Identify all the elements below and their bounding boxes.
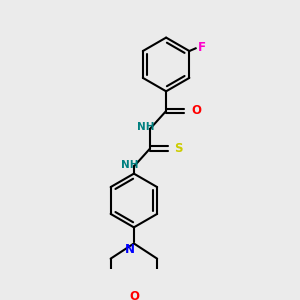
Text: S: S bbox=[174, 142, 183, 155]
Text: F: F bbox=[197, 41, 206, 54]
Text: N: N bbox=[125, 244, 135, 256]
Text: NH: NH bbox=[137, 122, 155, 132]
Text: O: O bbox=[191, 104, 201, 118]
Text: NH: NH bbox=[122, 160, 139, 170]
Text: O: O bbox=[129, 290, 139, 300]
